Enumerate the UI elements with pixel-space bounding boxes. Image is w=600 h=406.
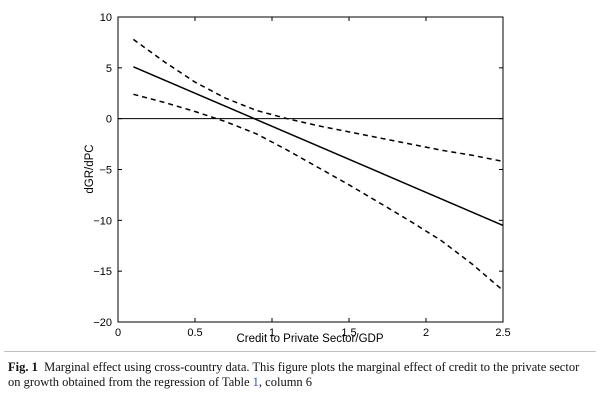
x-tick-label: 2	[423, 327, 429, 339]
y-tick-label: −10	[93, 215, 112, 227]
y-tick-label: −5	[99, 165, 112, 177]
caption-text-end: , column 6	[258, 375, 313, 389]
caption-text: Marginal effect using cross-country data…	[8, 360, 580, 389]
x-tick-label: 1	[269, 327, 275, 339]
x-axis-ticks: 0 0.5 1 1.5 2 2.5	[115, 17, 511, 339]
y-tick-label: 10	[100, 12, 112, 24]
upper-bound-line	[132, 38, 504, 163]
y-tick-label: −15	[93, 266, 112, 278]
y-tick-label: 0	[106, 114, 112, 126]
y-tick-label: −20	[93, 317, 112, 329]
x-tick-label: 2.5	[495, 327, 510, 339]
x-tick-label: 0	[115, 327, 121, 339]
caption-divider	[4, 351, 596, 352]
y-tick-label: 5	[106, 63, 112, 75]
y-axis-ticks: −20 −15 −10 −5 0 5 10	[93, 12, 503, 329]
x-tick-label: 0.5	[187, 327, 202, 339]
chart: −20 −15 −10 −5 0 5 10 0 0.5 1 1.5 2 2.5 Credit to P…	[84, 12, 511, 345]
marginal-effect-line	[133, 66, 504, 227]
figure-caption: Fig. 1 Marginal effect using cross-count…	[8, 360, 592, 390]
x-tick-label: 1.5	[341, 327, 356, 339]
table-reference-link[interactable]: 1	[252, 375, 259, 389]
plot-frame	[117, 16, 504, 323]
series-layer	[118, 38, 504, 292]
x-axis-label: Credit to Private Sector/GDP	[237, 333, 384, 345]
lower-bound-line	[133, 93, 504, 292]
y-axis-label: dGR/dPC	[84, 144, 96, 193]
figure-label: Fig. 1	[8, 360, 38, 374]
